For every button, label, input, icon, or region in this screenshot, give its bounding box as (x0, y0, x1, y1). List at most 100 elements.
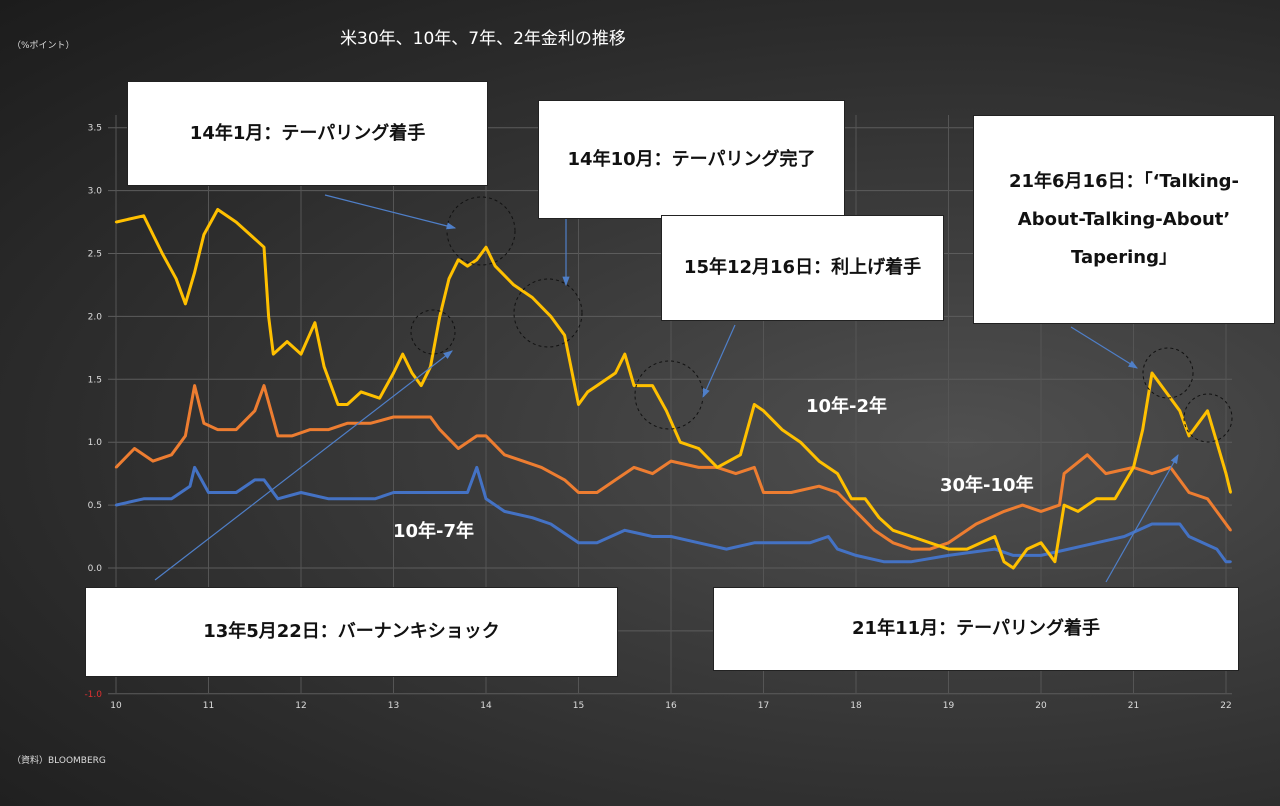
data-point-2 (780, 541, 784, 545)
x-tick-label: 18 (850, 701, 862, 711)
x-tick-label: 22 (1220, 701, 1231, 711)
data-point-2 (882, 560, 885, 563)
data-point-0 (299, 352, 303, 356)
x-tick-label: 10 (110, 701, 122, 711)
data-point-2 (188, 485, 192, 488)
data-point-2 (373, 497, 377, 501)
data-point-0 (836, 472, 839, 475)
highlight-circle (1142, 347, 1194, 399)
data-point-0 (1076, 510, 1080, 513)
data-point-0 (549, 315, 552, 318)
y-tick-label: 2.0 (88, 312, 103, 322)
data-point-0 (928, 541, 932, 545)
data-point-0 (614, 371, 617, 375)
data-point-2 (651, 535, 654, 538)
data-point-0 (1095, 497, 1098, 501)
data-point-0 (993, 535, 996, 538)
data-point-2 (484, 497, 488, 501)
data-point-0 (114, 220, 118, 224)
data-point-0 (891, 529, 895, 532)
data-point-0 (623, 352, 626, 356)
data-point-1 (632, 466, 636, 469)
data-point-2 (114, 503, 118, 507)
annotation-arrow (1105, 453, 1179, 583)
data-point-0 (378, 396, 381, 400)
data-point-1 (817, 485, 821, 488)
data-point-0 (235, 220, 238, 224)
data-point-2 (623, 529, 626, 532)
data-point-0 (272, 352, 275, 356)
data-point-1 (891, 541, 895, 545)
data-point-0 (401, 352, 404, 356)
x-tick-label: 13 (388, 701, 399, 711)
data-point-2 (836, 547, 839, 551)
data-point-1 (484, 434, 488, 438)
data-point-0 (665, 409, 668, 412)
data-point-1 (947, 541, 950, 545)
y-tick-label: 3.0 (88, 187, 103, 197)
data-point-0 (336, 403, 340, 406)
data-point-1 (193, 384, 196, 387)
data-point-1 (928, 547, 932, 551)
x-tick-label: 15 (573, 701, 584, 711)
data-point-1 (854, 510, 858, 513)
data-point-2 (193, 466, 196, 469)
data-point-2 (1150, 522, 1154, 526)
data-point-1 (1104, 472, 1107, 475)
data-point-1 (540, 466, 543, 469)
series-label-30y-10y: 30年-10年 (940, 475, 1034, 496)
data-point-0 (632, 384, 636, 387)
data-point-1 (1002, 510, 1006, 513)
data-point-0 (1150, 371, 1154, 375)
data-point-2 (503, 510, 506, 513)
data-point-2 (207, 491, 210, 494)
data-point-2 (725, 547, 728, 551)
data-point-1 (235, 428, 238, 431)
data-point-2 (1039, 554, 1043, 557)
data-point-0 (484, 246, 488, 249)
data-point-1 (1062, 472, 1066, 475)
data-point-0 (475, 258, 478, 261)
series-line-1 (114, 384, 1232, 551)
y-axis-unit-label: （%ポイント） (12, 41, 75, 51)
data-point-2 (531, 516, 534, 519)
data-point-0 (817, 459, 821, 463)
data-point-0 (1164, 390, 1168, 394)
annotation-talking-about-tapering-2021: 21年6月16日：「‘Talking-About-Talking-About’ … (973, 115, 1275, 324)
data-point-2 (253, 478, 256, 482)
data-point-1 (753, 466, 756, 469)
y-tick-label: 1.5 (88, 375, 102, 385)
data-point-2 (1178, 522, 1181, 526)
x-tick-label: 20 (1035, 701, 1047, 711)
data-point-1 (521, 459, 525, 463)
data-point-0 (346, 403, 349, 406)
annotation-taper-start-2021: 21年11月：テーパリング着手 (713, 587, 1239, 671)
data-point-1 (133, 447, 136, 450)
chart-title: 米30年、10年、7年、2年金利の推移 (340, 29, 626, 49)
annotation-rate-hike-2015: 15年12月16日：利上げ着手 (661, 215, 944, 321)
data-point-1 (734, 472, 737, 475)
data-point-1 (327, 428, 330, 431)
data-point-1 (669, 459, 673, 463)
data-point-0 (850, 497, 853, 501)
data-point-2 (170, 497, 173, 501)
data-point-2 (947, 554, 950, 557)
data-point-0 (1206, 409, 1209, 412)
data-point-0 (595, 384, 599, 387)
data-point-1 (614, 478, 617, 482)
data-point-0 (864, 497, 867, 501)
data-point-2 (1224, 560, 1228, 563)
data-point-1 (762, 491, 765, 494)
data-point-1 (1229, 529, 1232, 532)
x-tick-label: 17 (758, 701, 769, 711)
data-point-2 (910, 560, 913, 563)
data-point-0 (799, 441, 802, 444)
data-point-0 (1178, 409, 1181, 412)
data-point-0 (1039, 541, 1043, 545)
data-point-1 (475, 434, 478, 438)
data-point-1 (1187, 491, 1191, 494)
annotation-bernanke-shock-2013: 13年5月22日：バーナンキショック (85, 587, 618, 677)
data-point-0 (174, 277, 178, 280)
data-point-1 (346, 422, 349, 425)
data-point-0 (142, 214, 145, 217)
